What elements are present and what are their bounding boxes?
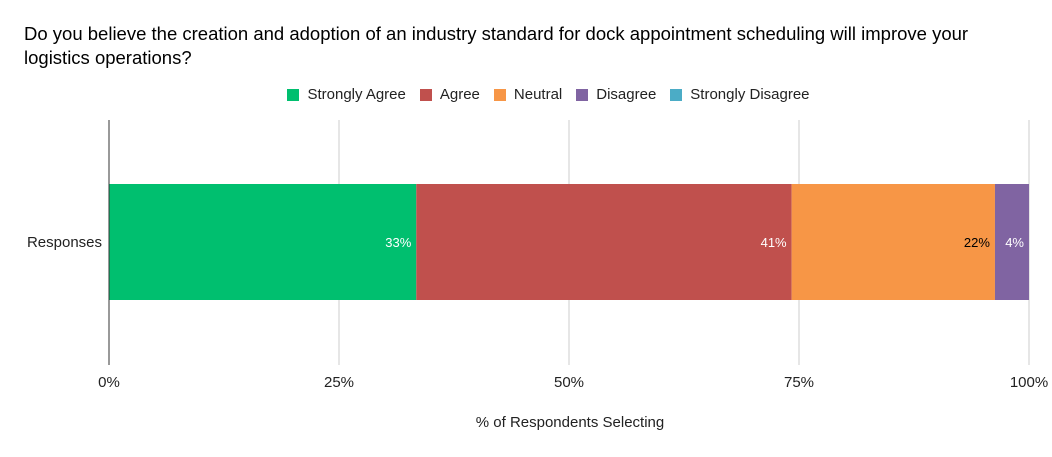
bar-segment: [791, 184, 995, 300]
bar-segment: [109, 184, 417, 300]
legend-label: Strongly Disagree: [690, 86, 810, 103]
x-tick-label: 0%: [98, 374, 120, 391]
x-tick-label: 100%: [1010, 374, 1048, 391]
legend: Strongly Agree Agree Neutral Disagree St…: [0, 86, 1052, 103]
data-label: 41%: [761, 235, 787, 250]
x-tick-label: 75%: [784, 374, 814, 391]
x-tick-label: 25%: [324, 374, 354, 391]
data-label: 33%: [385, 235, 411, 250]
legend-label: Neutral: [513, 86, 563, 103]
legend-item-strongly-disagree: Strongly Disagree: [670, 86, 810, 103]
legend-swatch: [670, 88, 683, 101]
data-label: 22%: [964, 235, 990, 250]
legend-swatch: [493, 88, 506, 101]
legend-label: Disagree: [596, 86, 657, 103]
legend-item-disagree: Disagree: [576, 86, 656, 103]
bar-segment: [994, 184, 1029, 300]
x-axis-label: % of Respondents Selecting: [475, 414, 665, 431]
legend-label: Agree: [439, 86, 480, 103]
x-tick-label: 50%: [554, 374, 584, 391]
chart-title: Do you believe the creation and adoption…: [24, 23, 969, 68]
legend-item-neutral: Neutral: [493, 86, 563, 103]
bar-segment: [416, 184, 792, 300]
legend-item-strongly-agree: Strongly Agree: [287, 86, 406, 103]
legend-swatch: [576, 88, 589, 101]
legend-swatch: [419, 88, 432, 101]
data-label: 4%: [1005, 235, 1024, 250]
legend-swatch: [287, 88, 300, 101]
legend-label: Strongly Agree: [307, 86, 406, 103]
category-label: Responses: [27, 234, 102, 251]
legend-item-agree: Agree: [419, 86, 480, 103]
